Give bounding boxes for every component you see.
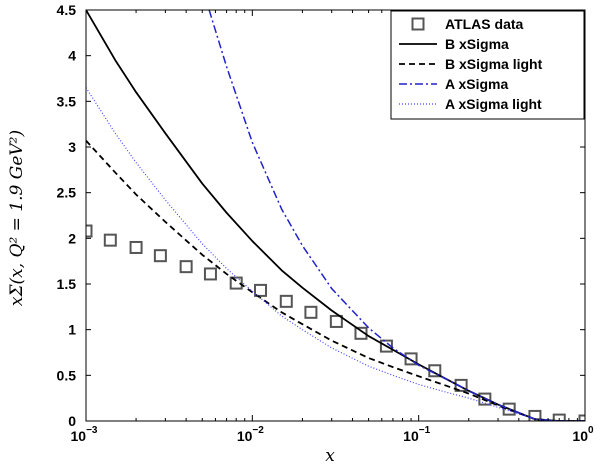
y-tick-label: 1 bbox=[68, 322, 76, 338]
y-tick-label: 4.5 bbox=[57, 2, 77, 18]
y-tick-label: 0.5 bbox=[57, 367, 77, 383]
legend-label: A xSigma light bbox=[445, 96, 542, 112]
data-point bbox=[229, 276, 243, 290]
data-point bbox=[454, 378, 468, 392]
legend: ATLAS data B xSigma B xSigma light A xSigma… bbox=[390, 10, 585, 120]
x-tick-label: 10−1 bbox=[403, 425, 430, 444]
data-point bbox=[502, 402, 516, 416]
data-point bbox=[304, 305, 318, 319]
axes: 0 0.5 1 1.5 2 2.5 3 3.5 4 4.5 10−3 10−2 10−1 100 bbox=[57, 2, 594, 444]
y-tick-label: 4 bbox=[68, 48, 76, 64]
y-tick-label: 0 bbox=[68, 413, 76, 429]
data-point bbox=[404, 352, 418, 366]
x-axis-title: x bbox=[325, 446, 335, 465]
data-point bbox=[329, 314, 343, 328]
series-line-b-xsigma bbox=[86, 10, 585, 421]
x-tick-label: 10−2 bbox=[237, 425, 264, 444]
series-atlas-data bbox=[86, 224, 585, 421]
data-point bbox=[129, 240, 143, 254]
legend-swatch bbox=[411, 17, 425, 31]
x-tick-label: 10−3 bbox=[71, 425, 98, 444]
legend-label: B xSigma light bbox=[445, 56, 543, 72]
series-line-b-xsigma-light bbox=[86, 140, 585, 421]
data-point bbox=[379, 339, 393, 353]
y-tick-label: 3.5 bbox=[57, 93, 77, 109]
series-line-a-xsigma bbox=[208, 10, 585, 421]
data-point bbox=[153, 249, 167, 263]
data-point bbox=[478, 392, 492, 406]
series-line-a-xsigma-light bbox=[86, 87, 585, 421]
data-point bbox=[103, 233, 117, 247]
legend-label: ATLAS data bbox=[445, 16, 524, 32]
y-tick-label: 3 bbox=[68, 139, 76, 155]
data-point bbox=[279, 294, 293, 308]
y-tick-label: 2.5 bbox=[57, 185, 77, 201]
legend-label: A xSigma bbox=[445, 76, 508, 92]
plot-frame bbox=[85, 9, 586, 422]
data-point bbox=[179, 260, 193, 274]
legend-label: B xSigma bbox=[445, 36, 509, 52]
data-point bbox=[254, 283, 268, 297]
plot-area bbox=[86, 10, 585, 421]
y-tick-label: 1.5 bbox=[57, 276, 77, 292]
x-tick-label: 100 bbox=[572, 425, 594, 444]
data-point bbox=[86, 224, 93, 238]
y-axis-title: xΣ(x, Q² = 1.9 GeV²) bbox=[7, 130, 27, 306]
data-point bbox=[203, 267, 217, 281]
y-tick-label: 2 bbox=[68, 230, 76, 246]
data-point bbox=[354, 326, 368, 340]
